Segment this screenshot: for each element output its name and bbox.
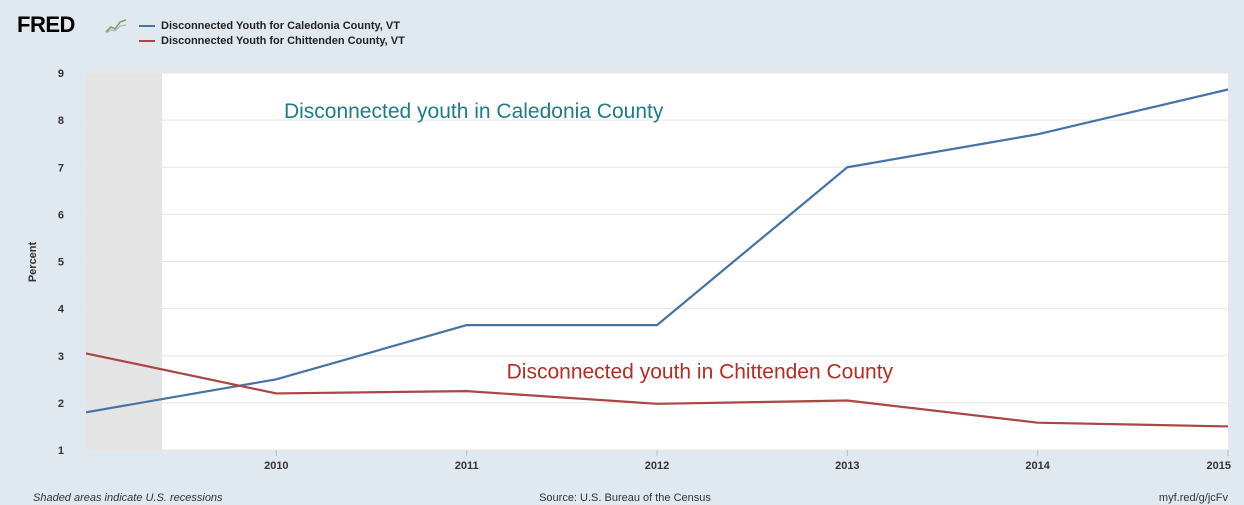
fred-logo: FRED <box>17 12 75 37</box>
source-note: Source: U.S. Bureau of the Census <box>539 492 711 504</box>
y-axis-label: Percent <box>27 241 39 282</box>
series-line-0[interactable] <box>85 88 1229 414</box>
y-tick-label: 1 <box>58 445 64 457</box>
series-lines <box>85 88 1229 428</box>
legend-label-caledonia: Disconnected Youth for Caledonia County,… <box>161 20 400 32</box>
y-tick-label: 7 <box>58 162 64 174</box>
y-axis-ticks: 1 2 3 4 5 6 7 8 9 <box>58 68 65 457</box>
x-tick-label: 2014 <box>1025 460 1050 472</box>
gridlines <box>86 72 1228 451</box>
y-tick-label: 2 <box>58 398 64 410</box>
legend-swatch-caledonia <box>139 25 155 27</box>
legend-item-chittenden[interactable]: Disconnected Youth for Chittenden County… <box>139 34 405 48</box>
legend-label-chittenden: Disconnected Youth for Chittenden County… <box>161 35 405 47</box>
y-tick-label: 4 <box>58 304 65 316</box>
fred-graph-icon <box>104 17 128 35</box>
y-tick-label: 5 <box>58 257 64 269</box>
annotation-chittenden: Disconnected youth in Chittenden County <box>507 360 894 383</box>
y-tick-label: 6 <box>58 209 64 221</box>
annotation-caledonia: Disconnected youth in Caledonia County <box>284 100 664 123</box>
legend-item-caledonia[interactable]: Disconnected Youth for Caledonia County,… <box>139 19 400 33</box>
y-tick-label: 3 <box>58 351 64 363</box>
x-tick-label: 2011 <box>455 460 479 472</box>
y-tick-label: 9 <box>58 68 64 80</box>
x-axis-ticks: 2010 2011 2012 2013 2014 2015 <box>264 450 1231 472</box>
recession-note: Shaded areas indicate U.S. recessions <box>33 492 223 504</box>
short-url[interactable]: myf.red/g/jcFv <box>1159 492 1229 504</box>
series-line-1[interactable] <box>85 352 1229 428</box>
legend-swatch-chittenden <box>139 40 155 42</box>
x-tick-label: 2015 <box>1207 460 1231 472</box>
x-tick-label: 2012 <box>645 460 669 472</box>
x-tick-label: 2010 <box>264 460 288 472</box>
y-tick-label: 8 <box>58 115 64 127</box>
x-tick-label: 2013 <box>835 460 859 472</box>
